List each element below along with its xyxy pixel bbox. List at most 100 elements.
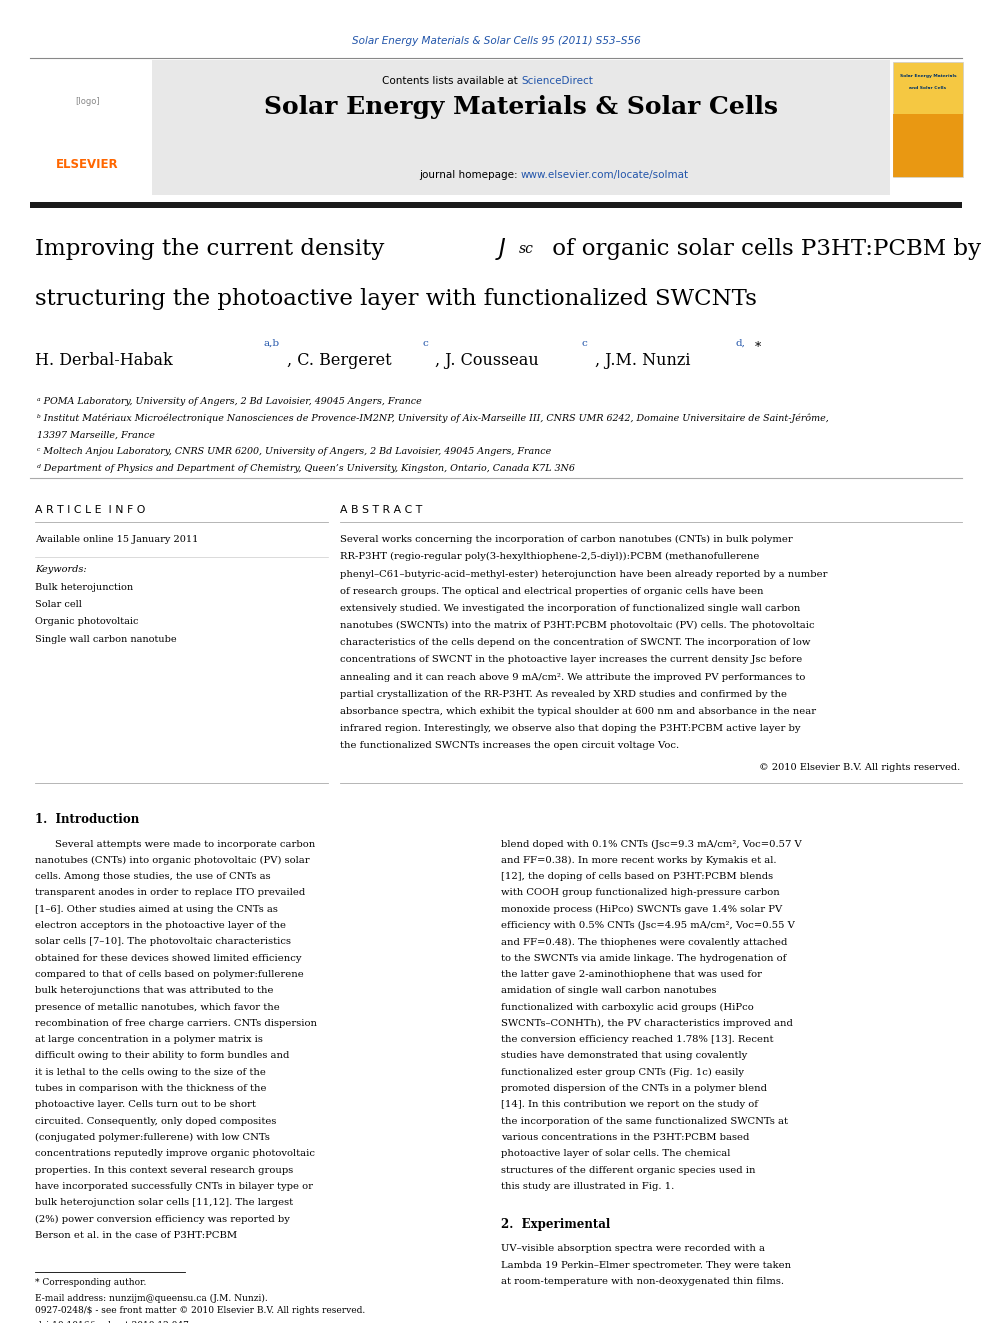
Text: A B S T R A C T: A B S T R A C T: [340, 505, 423, 515]
Text: and FF=0.38). In more recent works by Kymakis et al.: and FF=0.38). In more recent works by Ky…: [501, 856, 777, 865]
Text: Several works concerning the incorporation of carbon nanotubes (CNTs) in bulk po: Several works concerning the incorporati…: [340, 534, 793, 544]
Text: 1.  Introduction: 1. Introduction: [35, 812, 139, 826]
Text: A R T I C L E  I N F O: A R T I C L E I N F O: [35, 505, 146, 515]
Text: the incorporation of the same functionalized SWCNTs at: the incorporation of the same functional…: [501, 1117, 788, 1126]
Text: of organic solar cells P3HT:PCBM by: of organic solar cells P3HT:PCBM by: [545, 238, 981, 261]
Text: at large concentration in a polymer matrix is: at large concentration in a polymer matr…: [35, 1035, 263, 1044]
Text: tubes in comparison with the thickness of the: tubes in comparison with the thickness o…: [35, 1084, 267, 1093]
Bar: [152, 60, 890, 194]
Text: functionalized with carboxylic acid groups (HiPco: functionalized with carboxylic acid grou…: [501, 1003, 754, 1012]
Text: RR-P3HT (regio-regular poly(3-hexylthiophene-2,5-diyl)):PCBM (methanofullerene: RR-P3HT (regio-regular poly(3-hexylthiop…: [340, 552, 759, 561]
Text: [14]. In this contribution we report on the study of: [14]. In this contribution we report on …: [501, 1101, 758, 1110]
Text: [logo]: [logo]: [75, 98, 100, 106]
Text: and Solar Cells: and Solar Cells: [910, 86, 946, 90]
Text: studies have demonstrated that using covalently: studies have demonstrated that using cov…: [501, 1052, 747, 1061]
Text: d,: d,: [735, 339, 745, 348]
Text: , J. Cousseau: , J. Cousseau: [435, 352, 539, 369]
Text: photoactive layer of solar cells. The chemical: photoactive layer of solar cells. The ch…: [501, 1150, 730, 1159]
Text: electron acceptors in the photoactive layer of the: electron acceptors in the photoactive la…: [35, 921, 286, 930]
Text: journal homepage:: journal homepage:: [420, 169, 521, 180]
Text: ELSEVIER: ELSEVIER: [57, 157, 119, 171]
Text: characteristics of the cells depend on the concentration of SWCNT. The incorpora: characteristics of the cells depend on t…: [340, 638, 810, 647]
Text: compared to that of cells based on polymer:fullerene: compared to that of cells based on polym…: [35, 970, 304, 979]
Text: Available online 15 January 2011: Available online 15 January 2011: [35, 534, 198, 544]
Text: annealing and it can reach above 9 mA/cm². We attribute the improved PV performa: annealing and it can reach above 9 mA/cm…: [340, 672, 806, 681]
Text: obtained for these devices showed limited efficiency: obtained for these devices showed limite…: [35, 954, 302, 963]
Text: phenyl–C61–butyric-acid–methyl-ester) heterojunction have been already reported : phenyl–C61–butyric-acid–methyl-ester) he…: [340, 569, 827, 578]
Text: of research groups. The optical and electrical properties of organic cells have : of research groups. The optical and elec…: [340, 586, 764, 595]
Text: Keywords:: Keywords:: [35, 565, 86, 574]
Text: Solar Energy Materials: Solar Energy Materials: [900, 74, 956, 78]
Text: with COOH group functionalized high-pressure carbon: with COOH group functionalized high-pres…: [501, 889, 780, 897]
Text: cells. Among those studies, the use of CNTs as: cells. Among those studies, the use of C…: [35, 872, 271, 881]
Text: , C. Bergeret: , C. Bergeret: [287, 352, 392, 369]
Text: Lambda 19 Perkin–Elmer spectrometer. They were taken: Lambda 19 Perkin–Elmer spectrometer. The…: [501, 1261, 792, 1270]
Bar: [893, 114, 963, 177]
Text: UV–visible absorption spectra were recorded with a: UV–visible absorption spectra were recor…: [501, 1244, 765, 1253]
Text: $\mathit{J}$: $\mathit{J}$: [495, 235, 507, 262]
Text: (conjugated polymer:fullerene) with low CNTs: (conjugated polymer:fullerene) with low …: [35, 1132, 270, 1142]
Text: the conversion efficiency reached 1.78% [13]. Recent: the conversion efficiency reached 1.78% …: [501, 1035, 774, 1044]
Text: a,b: a,b: [263, 339, 279, 348]
Text: E-mail address: nunzijm@queensu.ca (J.M. Nunzi).: E-mail address: nunzijm@queensu.ca (J.M.…: [35, 1294, 268, 1303]
Text: this study are illustrated in Fig. 1.: this study are illustrated in Fig. 1.: [501, 1181, 675, 1191]
Text: structuring the photoactive layer with functionalized SWCNTs: structuring the photoactive layer with f…: [35, 288, 757, 310]
Text: solar cells [7–10]. The photovoltaic characteristics: solar cells [7–10]. The photovoltaic cha…: [35, 938, 291, 946]
Text: extensively studied. We investigated the incorporation of functionalized single : extensively studied. We investigated the…: [340, 603, 801, 613]
Text: efficiency with 0.5% CNTs (Jsc=4.95 mA/cm², Voc=0.55 V: efficiency with 0.5% CNTs (Jsc=4.95 mA/c…: [501, 921, 795, 930]
Text: Contents lists available at: Contents lists available at: [382, 75, 521, 86]
Text: and FF=0.48). The thiophenes were covalently attached: and FF=0.48). The thiophenes were covale…: [501, 938, 788, 946]
Text: recombination of free charge carriers. CNTs dispersion: recombination of free charge carriers. C…: [35, 1019, 317, 1028]
Text: various concentrations in the P3HT:PCBM based: various concentrations in the P3HT:PCBM …: [501, 1132, 749, 1142]
Bar: [893, 62, 963, 177]
Text: Berson et al. in the case of P3HT:PCBM: Berson et al. in the case of P3HT:PCBM: [35, 1230, 237, 1240]
Text: monoxide process (HiPco) SWCNTs gave 1.4% solar PV: monoxide process (HiPco) SWCNTs gave 1.4…: [501, 905, 783, 914]
Text: presence of metallic nanotubes, which favor the: presence of metallic nanotubes, which fa…: [35, 1003, 280, 1012]
Bar: [30, 62, 145, 157]
Text: 2.  Experimental: 2. Experimental: [501, 1218, 610, 1232]
Text: ᵃ POMA Laboratory, University of Angers, 2 Bd Lavoisier, 49045 Angers, France: ᵃ POMA Laboratory, University of Angers,…: [37, 397, 422, 406]
Text: difficult owing to their ability to form bundles and: difficult owing to their ability to form…: [35, 1052, 290, 1061]
Text: sc: sc: [519, 242, 534, 255]
Text: photoactive layer. Cells turn out to be short: photoactive layer. Cells turn out to be …: [35, 1101, 256, 1110]
Text: SWCNTs–CONHTh), the PV characteristics improved and: SWCNTs–CONHTh), the PV characteristics i…: [501, 1019, 793, 1028]
Text: Single wall carbon nanotube: Single wall carbon nanotube: [35, 635, 177, 643]
Text: , J.M. Nunzi: , J.M. Nunzi: [595, 352, 690, 369]
Text: 0927-0248/$ - see front matter © 2010 Elsevier B.V. All rights reserved.: 0927-0248/$ - see front matter © 2010 El…: [35, 1306, 365, 1315]
Text: Solar Energy Materials & Solar Cells: Solar Energy Materials & Solar Cells: [264, 95, 778, 119]
Text: www.elsevier.com/locate/solmat: www.elsevier.com/locate/solmat: [521, 169, 689, 180]
Text: Several attempts were made to incorporate carbon: Several attempts were made to incorporat…: [55, 840, 315, 848]
Text: nanotubes (CNTs) into organic photovoltaic (PV) solar: nanotubes (CNTs) into organic photovolta…: [35, 856, 310, 865]
Text: functionalized ester group CNTs (Fig. 1c) easily: functionalized ester group CNTs (Fig. 1c…: [501, 1068, 744, 1077]
Text: infrared region. Interestingly, we observe also that doping the P3HT:PCBM active: infrared region. Interestingly, we obser…: [340, 724, 801, 733]
Text: the latter gave 2-aminothiophene that was used for: the latter gave 2-aminothiophene that wa…: [501, 970, 762, 979]
Text: ᵈ Department of Physics and Department of Chemistry, Queen’s University, Kingsto: ᵈ Department of Physics and Department o…: [37, 464, 575, 474]
Text: have incorporated successfully CNTs in bilayer type or: have incorporated successfully CNTs in b…: [35, 1181, 313, 1191]
Text: partial crystallization of the RR-P3HT. As revealed by XRD studies and confirmed: partial crystallization of the RR-P3HT. …: [340, 689, 787, 699]
Text: Organic photovoltaic: Organic photovoltaic: [35, 618, 139, 626]
Text: blend doped with 0.1% CNTs (Jsc=9.3 mA/cm², Voc=0.57 V: blend doped with 0.1% CNTs (Jsc=9.3 mA/c…: [501, 840, 802, 849]
Text: at room-temperature with non-deoxygenated thin films.: at room-temperature with non-deoxygenate…: [501, 1277, 784, 1286]
Text: promoted dispersion of the CNTs in a polymer blend: promoted dispersion of the CNTs in a pol…: [501, 1084, 767, 1093]
Text: [1–6]. Other studies aimed at using the CNTs as: [1–6]. Other studies aimed at using the …: [35, 905, 278, 914]
Text: to the SWCNTs via amide linkage. The hydrogenation of: to the SWCNTs via amide linkage. The hyd…: [501, 954, 787, 963]
Text: c: c: [422, 339, 428, 348]
Text: Solar cell: Solar cell: [35, 601, 82, 609]
Text: ᵇ Institut Matériaux Microélectronique Nanosciences de Provence-IM2NP, Universit: ᵇ Institut Matériaux Microélectronique N…: [37, 414, 828, 423]
Text: © 2010 Elsevier B.V. All rights reserved.: © 2010 Elsevier B.V. All rights reserved…: [759, 762, 960, 771]
Text: properties. In this context several research groups: properties. In this context several rese…: [35, 1166, 294, 1175]
Text: ScienceDirect: ScienceDirect: [521, 75, 593, 86]
Text: it is lethal to the cells owing to the size of the: it is lethal to the cells owing to the s…: [35, 1068, 266, 1077]
Text: structures of the different organic species used in: structures of the different organic spec…: [501, 1166, 756, 1175]
Text: amidation of single wall carbon nanotubes: amidation of single wall carbon nanotube…: [501, 987, 716, 995]
Text: [12], the doping of cells based on P3HT:PCBM blends: [12], the doping of cells based on P3HT:…: [501, 872, 773, 881]
Text: circuited. Consequently, only doped composites: circuited. Consequently, only doped comp…: [35, 1117, 277, 1126]
Text: nanotubes (SWCNTs) into the matrix of P3HT:PCBM photovoltaic (PV) cells. The pho: nanotubes (SWCNTs) into the matrix of P3…: [340, 620, 814, 630]
Text: doi:10.1016/j.solmat.2010.12.047: doi:10.1016/j.solmat.2010.12.047: [35, 1320, 188, 1323]
Text: bulk heterojunctions that was attributed to the: bulk heterojunctions that was attributed…: [35, 987, 274, 995]
Text: Solar Energy Materials & Solar Cells 95 (2011) S53–S56: Solar Energy Materials & Solar Cells 95 …: [351, 36, 641, 46]
Text: Improving the current density: Improving the current density: [35, 238, 392, 261]
Text: Bulk heterojunction: Bulk heterojunction: [35, 583, 133, 591]
Text: concentrations of SWCNT in the photoactive layer increases the current density J: concentrations of SWCNT in the photoacti…: [340, 655, 803, 664]
Text: * Corresponding author.: * Corresponding author.: [35, 1278, 147, 1287]
